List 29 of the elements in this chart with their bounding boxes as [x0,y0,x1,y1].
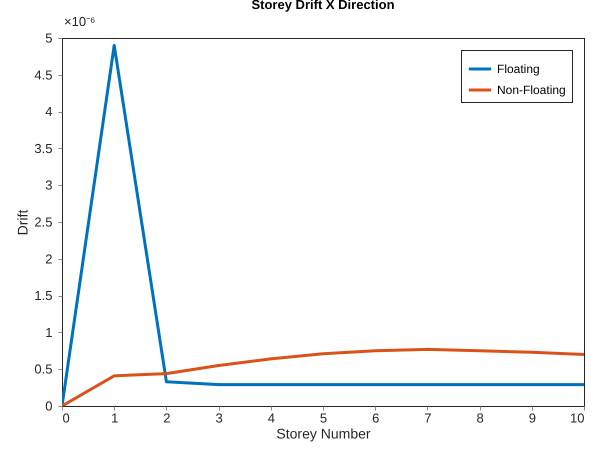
x-tick-label: 5 [320,410,328,426]
y-tick-label: 0 [45,398,52,414]
x-tick-label: 2 [163,410,171,426]
y-tick-label: 3.5 [34,140,52,156]
x-tick-label: 1 [111,410,118,426]
x-tick-label: 4 [268,410,275,426]
y-tick-label: 4.5 [34,67,52,82]
y-tick-label: 1.5 [34,288,52,304]
line-series [62,44,584,406]
y-tick-label: 1 [45,324,52,340]
y-tick-label: 5 [45,30,52,46]
y-tick-label: 2.5 [34,214,52,230]
legend-label: Non-Floating [497,83,566,97]
legend-label: Floating [497,62,540,76]
line-series [62,348,584,406]
x-tick-label: 0 [62,410,70,426]
x-tick-label: 6 [372,410,380,426]
x-tick-label: 9 [528,410,536,426]
y-tick-label: 0.5 [34,362,52,377]
x-tick-label: 8 [476,410,484,426]
y-axis-title: Drift [14,210,30,236]
y-tick-label: 4 [45,104,52,120]
text: ×10⁻⁶ [64,14,96,29]
x-tick-label: 10 [570,410,584,426]
y-tick-label: 2 [45,251,52,266]
y-tick-label: 3 [45,178,52,193]
x-axis-title: Storey Number [276,426,371,442]
x-tick-label: 7 [424,410,432,426]
x-tick-label: 3 [215,410,223,426]
